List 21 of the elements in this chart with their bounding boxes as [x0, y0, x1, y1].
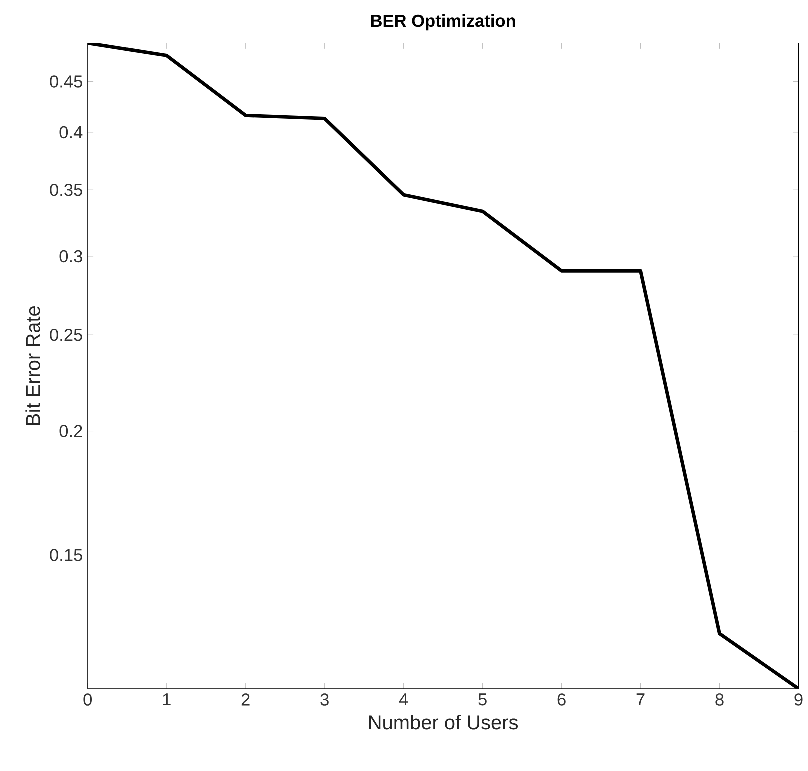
x-tick-label: 5 — [478, 694, 487, 706]
x-tick-label: 3 — [320, 694, 329, 706]
line-series — [88, 43, 799, 690]
y-tick-label: 0.4 — [60, 126, 83, 139]
x-tick-label: 9 — [794, 694, 803, 706]
x-tick-label: 1 — [163, 694, 171, 706]
x-tick-label: 6 — [558, 694, 566, 706]
x-tick-label: 2 — [242, 694, 250, 706]
x-axis-title: Number of Users — [369, 715, 518, 730]
x-tick-label: 8 — [716, 694, 724, 706]
x-tick-label: 4 — [399, 694, 408, 706]
y-tick-label: 0.15 — [50, 549, 82, 562]
y-axis-title: Bit Error Rate — [26, 306, 40, 426]
y-tick-label: 0.3 — [60, 250, 82, 263]
chart-title: BER Optimization — [371, 14, 516, 31]
x-tick-label: 7 — [636, 694, 645, 706]
y-tick-label: 0.25 — [50, 329, 82, 342]
y-tick-label: 0.2 — [60, 425, 82, 438]
x-tick-label: 0 — [84, 694, 92, 706]
y-tick-label: 0.35 — [50, 184, 82, 196]
y-tick-label: 0.45 — [50, 76, 82, 88]
